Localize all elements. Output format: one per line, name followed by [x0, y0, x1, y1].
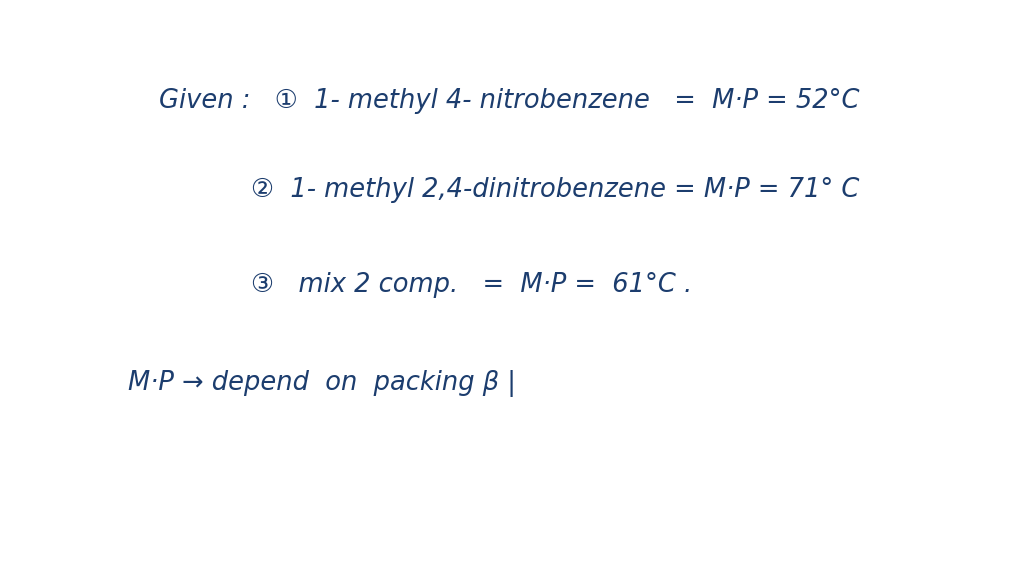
Text: M·P → depend  on  packing β |: M·P → depend on packing β |	[128, 370, 516, 396]
Text: Given :   ①  1- methyl 4- nitrobenzene   =  M·P = 52°C: Given : ① 1- methyl 4- nitrobenzene = M·…	[159, 88, 859, 114]
Text: ②  1- methyl 2,4-dinitrobenzene = M·P = 71° C: ② 1- methyl 2,4-dinitrobenzene = M·P = 7…	[251, 177, 859, 203]
Text: ③   mix 2 comp.   =  M·P =  61°C .: ③ mix 2 comp. = M·P = 61°C .	[251, 272, 692, 298]
